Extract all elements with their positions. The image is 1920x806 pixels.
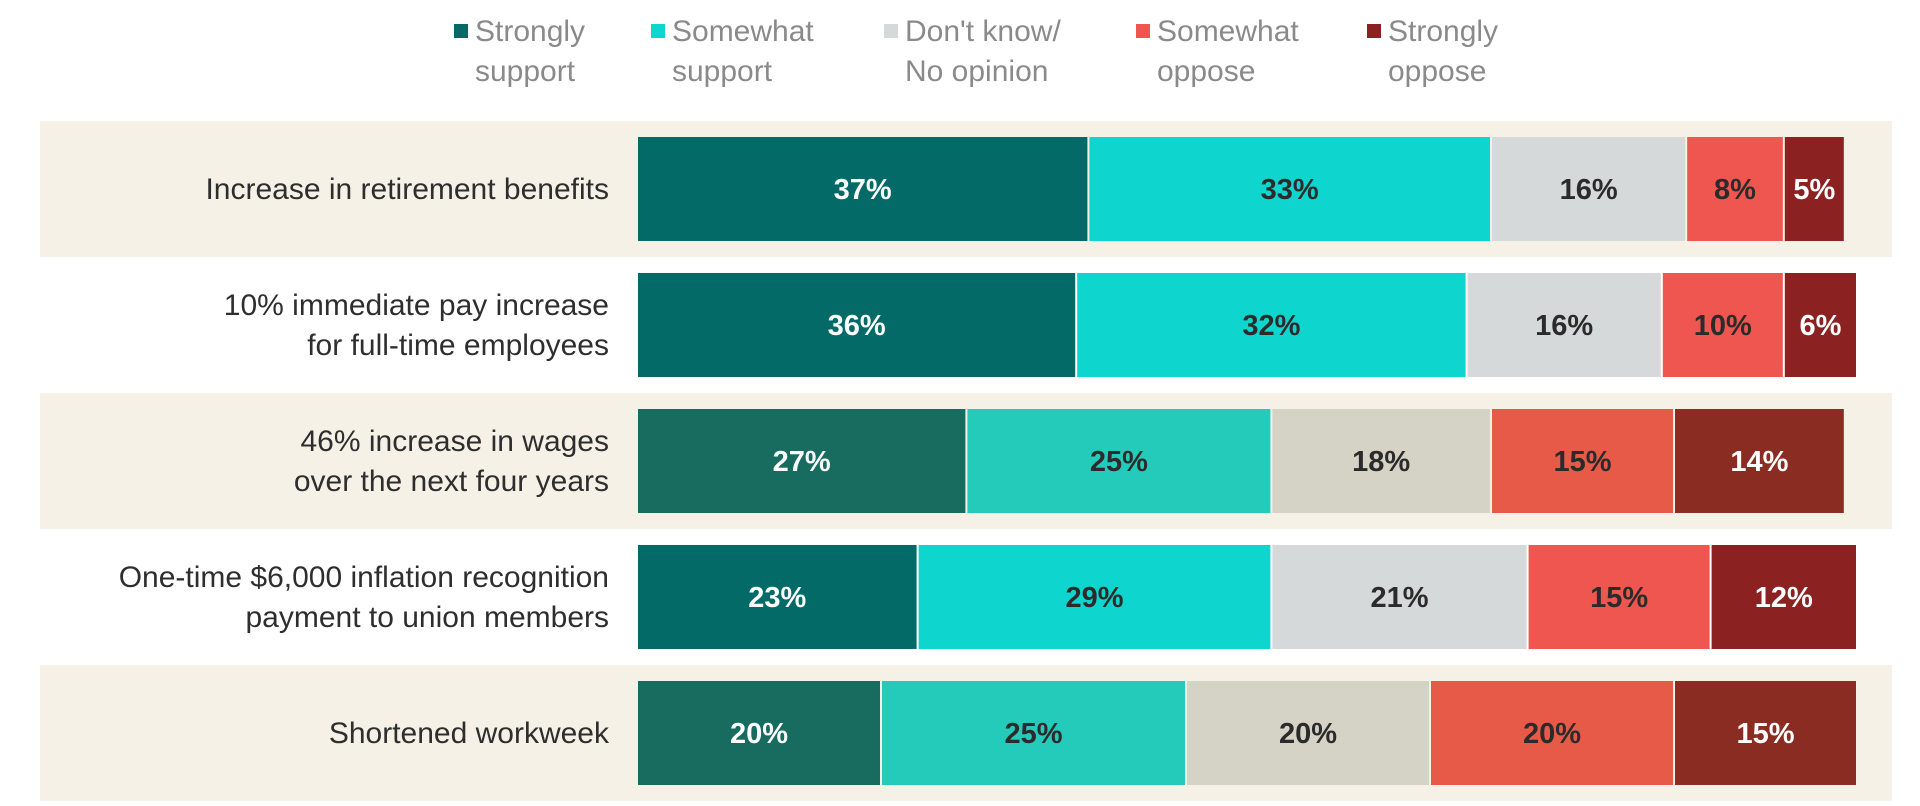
bar-2-1	[967, 409, 1271, 513]
bar-label-2-2: 18%	[1352, 446, 1410, 478]
bar-4-1	[882, 681, 1185, 785]
legend-label-4-1: oppose	[1388, 55, 1486, 88]
bar-2-2	[1272, 409, 1490, 513]
bar-label-2-0: 27%	[773, 446, 831, 478]
bar-label-4-0: 20%	[730, 718, 788, 750]
bars	[638, 137, 1856, 785]
bar-0-4	[1784, 137, 1844, 241]
bar-2-0	[638, 409, 966, 513]
bar-label-3-0: 23%	[748, 582, 806, 614]
bar-2-3	[1492, 409, 1673, 513]
bar-1-2	[1467, 273, 1661, 377]
bar-label-4-3: 20%	[1523, 718, 1581, 750]
legend-swatch-4	[1367, 24, 1381, 38]
bar-label-4-1: 25%	[1004, 718, 1062, 750]
bar-4-4	[1675, 681, 1856, 785]
bar-label-1-4: 6%	[1799, 310, 1841, 342]
bar-1-0	[638, 273, 1076, 377]
legend-swatch-0	[454, 24, 468, 38]
bar-3-3	[1528, 545, 1710, 649]
bar-4-0	[638, 681, 880, 785]
bar-label-0-1: 33%	[1261, 174, 1319, 206]
bar-label-3-1: 29%	[1065, 582, 1123, 614]
row-label-2-0: 46% increase in wages	[300, 425, 609, 458]
legend-swatch-1	[651, 24, 665, 38]
bar-2-4	[1675, 409, 1844, 513]
row-label-1-1: for full-time employees	[307, 329, 609, 362]
bar-label-3-2: 21%	[1370, 582, 1428, 614]
legend-swatch-2	[884, 24, 898, 38]
bar-0-0	[638, 137, 1088, 241]
bar-0-3	[1687, 137, 1783, 241]
bar-label-3-4: 12%	[1755, 582, 1813, 614]
legend-label-3-0: Somewhat	[1157, 15, 1299, 48]
bar-4-3	[1431, 681, 1673, 785]
legend-label-2-0: Don't know/	[905, 15, 1061, 48]
bar-label-2-3: 15%	[1553, 446, 1611, 478]
bar-label-2-4: 14%	[1730, 446, 1788, 478]
legend-label-1-0: Somewhat	[672, 15, 814, 48]
bar-label-2-1: 25%	[1090, 446, 1148, 478]
legend-label-3-1: oppose	[1157, 55, 1255, 88]
bar-label-0-0: 37%	[834, 174, 892, 206]
bar-label-0-4: 5%	[1793, 174, 1835, 206]
bar-label-0-3: 8%	[1714, 174, 1756, 206]
bar-label-1-0: 36%	[828, 310, 886, 342]
row-label-4-0: Shortened workweek	[329, 717, 610, 750]
row-label-3-0: One-time $6,000 inflation recognition	[119, 561, 609, 594]
bar-label-4-4: 15%	[1736, 718, 1794, 750]
bar-3-1	[918, 545, 1271, 649]
bar-1-1	[1077, 273, 1466, 377]
row-label-0-0: Increase in retirement benefits	[205, 173, 609, 206]
bar-label-1-3: 10%	[1694, 310, 1752, 342]
row-label-2-1: over the next four years	[294, 465, 609, 498]
bar-label-1-1: 32%	[1242, 310, 1300, 342]
bar-value-labels: 37% 33% 16% 8% 5% 36% 32% 16% 10% 6% 27% 25% 18% 15% 1…	[730, 174, 1842, 750]
legend-swatch-3	[1136, 24, 1150, 38]
legend-label-2-1: No opinion	[905, 55, 1048, 88]
row-labels: Increase in retirement benefits 10% immed…	[119, 173, 610, 750]
bar-3-4	[1711, 545, 1856, 649]
bar-3-0	[638, 545, 917, 649]
legend: Strongly support Somewhat support Don't know…	[454, 15, 1498, 88]
bar-label-0-2: 16%	[1560, 174, 1618, 206]
bar-3-2	[1272, 545, 1527, 649]
legend-label-4-0: Strongly	[1388, 15, 1498, 48]
bar-4-2	[1187, 681, 1429, 785]
bar-1-3	[1662, 273, 1783, 377]
legend-label-1-1: support	[672, 55, 773, 88]
bar-label-3-3: 15%	[1590, 582, 1648, 614]
legend-label-0-1: support	[475, 55, 576, 88]
bar-label-4-2: 20%	[1279, 718, 1337, 750]
bar-0-1	[1089, 137, 1490, 241]
row-label-3-1: payment to union members	[245, 601, 609, 634]
bar-0-2	[1492, 137, 1686, 241]
bar-label-1-2: 16%	[1535, 310, 1593, 342]
legend-label-0-0: Strongly	[475, 15, 585, 48]
row-label-1-0: 10% immediate pay increase	[224, 289, 609, 322]
bar-1-4	[1784, 273, 1856, 377]
